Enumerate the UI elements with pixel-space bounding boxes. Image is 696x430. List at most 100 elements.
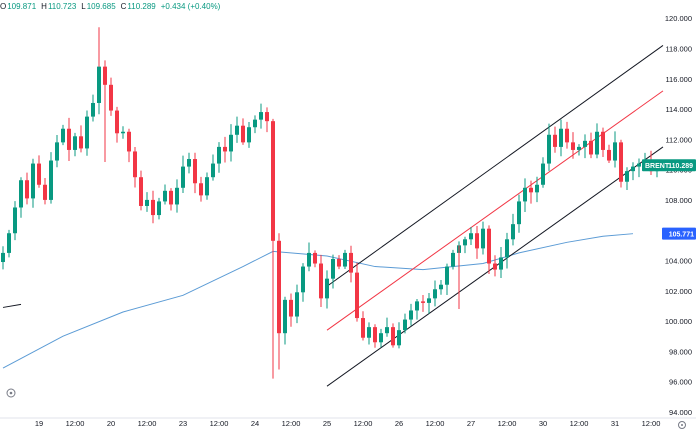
candle — [535, 176, 539, 203]
candle — [181, 155, 185, 194]
candle — [169, 188, 173, 211]
y-tick-label: 98.000 — [669, 347, 692, 356]
candle — [97, 62, 101, 115]
candle — [121, 126, 125, 139]
candle — [313, 250, 317, 268]
candle — [487, 225, 491, 274]
candle — [247, 122, 251, 148]
candle-body — [85, 116, 89, 149]
candle — [367, 322, 371, 345]
high-key: H — [41, 2, 47, 11]
candle — [613, 131, 617, 168]
candle — [343, 249, 347, 270]
candle-body — [325, 278, 329, 299]
candle-body — [253, 119, 257, 128]
candle — [139, 170, 143, 211]
candle-body — [475, 233, 479, 249]
candle-body — [1, 252, 5, 263]
candle — [205, 172, 209, 200]
candle — [109, 77, 113, 116]
candle — [19, 177, 23, 218]
ma-value-badge — [662, 227, 696, 240]
y-tick-label: 120.000 — [665, 14, 692, 23]
candle — [283, 296, 287, 345]
candle — [637, 158, 641, 178]
candle-body — [91, 102, 95, 117]
candle — [13, 201, 17, 241]
eye-icon[interactable] — [6, 388, 16, 398]
candle-body — [445, 266, 449, 285]
candle — [127, 128, 131, 163]
candle — [259, 103, 263, 129]
candle-body — [391, 327, 395, 346]
candle — [511, 213, 515, 246]
x-tick-label: 12:00 — [426, 419, 445, 428]
candle-body — [259, 112, 263, 120]
candle — [445, 263, 449, 296]
candle — [601, 127, 605, 158]
candle-body — [397, 330, 401, 346]
chart-icons[interactable] — [6, 388, 686, 429]
change-value: +0.434 (+0.40%) — [160, 2, 221, 11]
settings-icon[interactable] — [678, 421, 686, 429]
candle — [115, 106, 119, 143]
candle-body — [337, 258, 341, 267]
candle-body — [637, 163, 641, 167]
candle — [61, 124, 65, 146]
candle — [409, 303, 413, 326]
candle-body — [469, 233, 473, 240]
ma-value-label: 105.771 — [669, 232, 694, 239]
high-value: H110.723 — [41, 2, 77, 11]
candle-body — [67, 128, 71, 150]
candle-body — [529, 187, 533, 193]
candle-body — [97, 66, 101, 103]
candle-body — [505, 239, 509, 258]
candle-body — [181, 166, 185, 188]
candle — [547, 123, 551, 171]
y-tick-label: 118.000 — [665, 44, 692, 53]
candle-body — [355, 272, 359, 319]
candle-body — [481, 228, 485, 249]
candle — [439, 280, 443, 295]
candle-body — [433, 289, 437, 299]
candle — [433, 280, 437, 307]
candle-body — [523, 187, 527, 202]
candle-body — [13, 207, 17, 234]
candle — [499, 246, 503, 279]
candle-body — [7, 233, 11, 253]
open-key: O — [0, 2, 7, 11]
candle-body — [19, 180, 23, 208]
candle-body — [25, 180, 29, 199]
candle-body — [577, 146, 581, 150]
candle — [331, 254, 335, 289]
eye-outline — [6, 388, 16, 398]
y-tick-label: 114.000 — [665, 105, 692, 114]
x-tick-label: 30 — [539, 419, 547, 428]
candle-body — [55, 142, 59, 161]
candle-body — [541, 163, 545, 185]
candle-body — [307, 252, 311, 267]
candle-body — [157, 201, 161, 216]
candle — [397, 322, 401, 349]
candle — [73, 132, 77, 157]
candle-body — [217, 146, 221, 164]
candle-body — [241, 125, 245, 143]
close-key: C — [120, 2, 127, 11]
candle — [1, 246, 5, 270]
candle — [619, 139, 623, 188]
candle-body — [487, 228, 491, 264]
candle-body — [499, 257, 503, 270]
candle-body — [319, 263, 323, 299]
candle — [289, 293, 293, 327]
channel-mid-line — [326, 90, 664, 331]
candle — [337, 255, 341, 270]
candle — [31, 158, 35, 208]
candle-body — [31, 163, 35, 199]
candle — [265, 107, 269, 133]
ma-polyline — [2, 233, 634, 369]
x-tick-label: 27 — [467, 419, 475, 428]
candle-body — [553, 134, 557, 147]
candle-body — [163, 190, 167, 202]
candle — [469, 226, 473, 245]
